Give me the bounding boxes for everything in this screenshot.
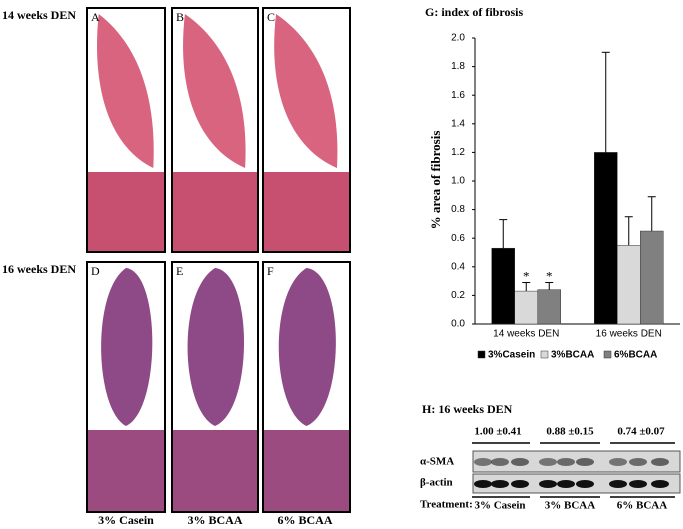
band (474, 458, 492, 466)
band (557, 480, 575, 488)
liver-section (274, 14, 338, 168)
magnified-section (263, 172, 350, 252)
magnified-section (172, 172, 258, 252)
chart-title: G: index of fibrosis (425, 5, 523, 19)
bar (491, 247, 515, 325)
magnified-section (87, 172, 165, 252)
band (651, 480, 669, 488)
magnified-section (87, 430, 165, 512)
liver-section (183, 14, 246, 168)
legend-swatch (540, 350, 549, 359)
band (576, 480, 594, 488)
y-tick-label: 0.2 (451, 290, 465, 301)
y-tick-label: 0.0 (451, 319, 465, 330)
panel-border (171, 261, 259, 513)
band (629, 458, 647, 466)
band (511, 458, 529, 466)
panel-letter: E (176, 264, 183, 278)
band (491, 458, 509, 466)
magnified-section (263, 430, 350, 512)
panel-letter: A (91, 10, 100, 24)
y-tick-label: 1.8 (451, 61, 465, 72)
group-label: 3% Casein (98, 513, 154, 527)
treatment-label: Treatment: (420, 499, 473, 511)
group-label: 6% BCAA (277, 513, 332, 527)
bands (474, 458, 669, 488)
band (539, 458, 557, 466)
legend-label: 3%BCAA (551, 350, 594, 361)
x-tick-label: 16 weeks DEN (596, 329, 662, 340)
band (629, 480, 647, 488)
panel-border (262, 261, 351, 513)
y-tick-label: 1.2 (451, 147, 465, 158)
band (557, 458, 575, 466)
blot-title: H: 16 weeks DEN (422, 402, 513, 416)
y-tick-label: 1.6 (451, 90, 465, 101)
y-axis-label: % area of fibrosis (428, 131, 443, 230)
band (491, 480, 509, 488)
magnified-section (172, 430, 258, 512)
legend-swatch (477, 350, 486, 359)
panel-letter: C (267, 10, 275, 24)
panel-letter: D (91, 264, 100, 278)
y-tick-label: 2.0 (451, 33, 465, 44)
y-tick-label: 1.4 (451, 118, 465, 129)
liver-section (101, 268, 153, 426)
significance: * (546, 269, 553, 284)
row-label: 16 weeks DEN (2, 262, 76, 276)
treatment: 3% Casein (474, 500, 525, 512)
liver-section (187, 268, 245, 426)
y-tick-label: 0.8 (451, 204, 465, 215)
y-tick-label: 1.0 (451, 176, 465, 187)
band (609, 480, 627, 488)
panel-letter: B (176, 10, 184, 24)
bar (617, 245, 641, 325)
panel-letter: F (267, 264, 274, 278)
quantification: 1.00 ±0.41 (474, 426, 521, 438)
panel-border (171, 7, 259, 253)
group-label: 3% BCAA (187, 513, 242, 527)
liver-section (278, 268, 336, 426)
legend-swatch (603, 350, 612, 359)
band (609, 458, 627, 466)
histology: 14 weeks DEN 16 weeks DEN 3% Casein 3% B… (2, 7, 351, 527)
significance: * (523, 269, 530, 284)
treatment: 6% BCAA (617, 500, 667, 512)
band (511, 480, 529, 488)
legend-label: 6%BCAA (614, 350, 657, 361)
legend-label: 3%Casein (488, 350, 535, 361)
quantification: 0.88 ±0.15 (546, 426, 594, 438)
x-tick-label: 14 weeks DEN (493, 329, 559, 340)
band (474, 480, 492, 488)
row-label: 14 weeks DEN (2, 8, 76, 22)
y-tick-label: 0.4 (451, 261, 465, 272)
panel-border (262, 7, 351, 253)
quantification: 0.74 ±0.07 (617, 426, 665, 438)
panel-border (86, 7, 166, 253)
band (539, 480, 557, 488)
blot-row-label: β-actin (420, 477, 453, 489)
y-tick-label: 0.6 (451, 233, 465, 244)
western-blot: H: 16 weeks DEN 1.00 ±0.41 0.88 ±0.15 0.… (420, 402, 681, 512)
bar (640, 230, 664, 325)
band (651, 458, 669, 466)
panel-border (86, 261, 166, 513)
liver-section (97, 14, 154, 168)
bar (537, 289, 561, 325)
treatment: 3% BCAA (545, 500, 595, 512)
bar (514, 290, 538, 325)
blot-row-label: α-SMA (420, 456, 454, 468)
bar (594, 152, 618, 325)
band (576, 458, 594, 466)
